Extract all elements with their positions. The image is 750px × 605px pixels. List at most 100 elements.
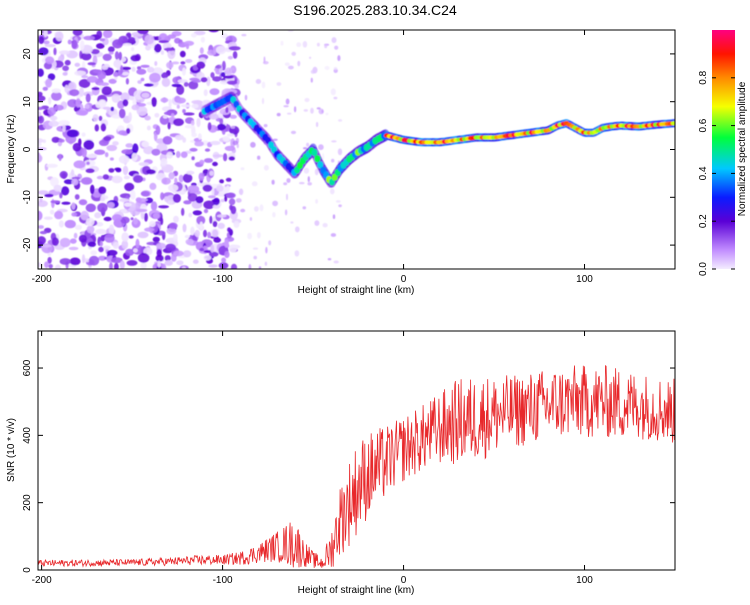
- spectrogram-noise-blob: [232, 51, 238, 59]
- spectrogram-noise-blob: [90, 49, 100, 55]
- spectrogram-noise-blob: [120, 65, 124, 75]
- spectrogram-noise-blob: [81, 177, 93, 185]
- snr-y-ticks: 0 200 400 600: [22, 359, 675, 573]
- spectrogram-noise-blob: [140, 262, 147, 269]
- spectrogram-noise-blob: [74, 62, 81, 67]
- spectrogram-noise-blob: [160, 50, 165, 55]
- spectrogram-noise-blob: [219, 118, 224, 125]
- spectrogram-noise-blob: [324, 66, 330, 70]
- spectrogram-noise-blob: [221, 257, 227, 263]
- colorbar-tick-label: 0.6: [698, 118, 709, 132]
- spectrogram-noise-blob: [293, 106, 297, 113]
- spectrogram-noise-blob: [191, 100, 203, 104]
- spectrogram-noise-blob: [97, 71, 107, 80]
- snr-x-ticks: -200 -100 0 100: [32, 331, 593, 586]
- spectrogram-noise-blob: [69, 89, 80, 97]
- spectrogram-noise-blob: [250, 141, 256, 148]
- spectrogram-noise-blob: [119, 193, 132, 199]
- spectrogram-x-ticks: -200 -100 0 100: [32, 30, 593, 285]
- spectrogram-noise-blob: [173, 118, 184, 126]
- spectrogram-noise-blob: [166, 151, 173, 159]
- spectrogram-noise-blob: [140, 77, 145, 82]
- spectrogram-noise-blob: [286, 178, 291, 183]
- spectrogram-noise-blob: [257, 155, 261, 160]
- spectrogram-noise-blob: [100, 123, 107, 132]
- spectrogram-noise-blob: [337, 55, 341, 62]
- spectrogram-noise-blob: [272, 200, 278, 207]
- spectrogram-noise-blob: [334, 45, 339, 50]
- spectrogram-noise-blob: [196, 61, 206, 69]
- spectrogram-x-tick-label: -100: [213, 274, 233, 285]
- spectrogram-noise-blob: [251, 181, 258, 187]
- spectrogram-noise-blob: [124, 182, 135, 192]
- spectrogram-noise-blob: [337, 148, 343, 156]
- spectrogram-noise-blob: [222, 60, 226, 71]
- spectrogram-noise-blob: [333, 67, 338, 70]
- colorbar-label: Normalized spectral amplitude: [737, 81, 748, 216]
- spectrogram-xlabel: Height of straight line (km): [298, 285, 415, 296]
- spectrogram-noise-blob: [99, 241, 104, 247]
- spectrogram-noise-blob: [261, 81, 266, 89]
- spectrogram-noise-blob: [225, 177, 232, 182]
- spectrogram-noise-blob: [150, 201, 158, 211]
- spectrogram-noise-blob: [209, 215, 213, 224]
- spectrogram-noise-blob: [284, 209, 288, 216]
- spectrogram-noise-blob: [210, 244, 215, 253]
- spectrogram-noise-blob: [135, 208, 148, 213]
- spectrogram-noise-blob: [53, 184, 62, 192]
- spectrogram-noise-blob: [44, 261, 49, 269]
- spectrogram-noise-blob: [66, 129, 79, 138]
- spectrogram-noise-blob: [314, 220, 320, 226]
- spectrogram-noise-blob: [64, 219, 76, 229]
- colorbar: 0.0 0.2 0.4 0.6 0.8 Normalized spectral ampl…: [698, 30, 748, 276]
- spectrogram-noise-blob: [154, 43, 162, 53]
- spectrogram-noise-blob: [118, 155, 130, 164]
- spectrogram-noise-blob: [48, 97, 52, 105]
- spectrogram-noise-blob: [333, 260, 339, 264]
- spectrogram-noise-blob: [165, 243, 177, 252]
- spectrogram-noise-blob: [113, 72, 119, 77]
- spectrogram-noise-blob: [191, 33, 197, 38]
- spectrogram-noise-blob: [38, 142, 42, 147]
- spectrogram-noise-blob: [38, 225, 44, 229]
- spectrogram-noise-blob: [272, 138, 278, 141]
- spectrogram-noise-blob: [111, 175, 123, 184]
- spectrogram-noise-blob: [183, 250, 192, 258]
- colorbar-ticks: 0.0 0.2 0.4 0.6 0.8: [698, 70, 735, 276]
- spectrogram-noise-blob: [234, 84, 239, 89]
- spectrogram-noise-blob: [228, 156, 235, 161]
- spectrogram-noise-blob: [123, 175, 130, 180]
- spectrogram-noise-blob: [64, 59, 71, 66]
- spectrogram-noise-blob: [84, 104, 90, 109]
- spectrogram-noise-blob: [125, 143, 134, 148]
- spectrogram-noise-blob: [48, 264, 53, 269]
- spectrogram-noise-blob: [137, 30, 149, 35]
- spectrogram-noise-blob: [138, 162, 150, 167]
- spectrogram-noise-blob: [228, 46, 241, 51]
- spectrogram-noise-blob: [131, 152, 138, 162]
- spectrogram-noise-blob: [118, 130, 127, 136]
- spectrogram-noise-blob: [186, 170, 195, 175]
- spectrogram-noise-blob: [322, 153, 325, 160]
- spectrogram-noise-blob: [330, 88, 336, 96]
- spectrogram-noise-blob: [38, 115, 45, 124]
- spectrogram-x-tick-label: 0: [401, 274, 407, 285]
- spectrogram-noise-blob: [199, 221, 204, 230]
- spectrogram-noise-blob: [230, 125, 235, 129]
- spectrogram-noise-blob: [128, 235, 134, 239]
- spectrogram-noise-blob: [58, 50, 71, 55]
- spectrogram-noise-blob: [58, 120, 70, 126]
- spectrogram-noise-blob: [264, 261, 268, 266]
- spectrogram-noise-blob: [64, 84, 69, 93]
- spectrogram-noise-blob: [131, 66, 136, 72]
- spectrogram-noise-blob: [126, 260, 138, 266]
- spectrogram-noise-blob: [136, 103, 147, 107]
- spectrogram-noise-blob: [215, 65, 222, 69]
- spectrogram-image: [38, 30, 675, 269]
- spectrogram-noise-blob: [144, 115, 151, 121]
- spectrogram-noise-blob: [272, 212, 276, 218]
- spectrogram-noise-blob: [220, 72, 226, 77]
- spectrogram-noise-blob: [152, 236, 160, 243]
- spectrogram-noise-blob: [111, 93, 121, 103]
- spectrogram-noise-blob: [338, 119, 343, 122]
